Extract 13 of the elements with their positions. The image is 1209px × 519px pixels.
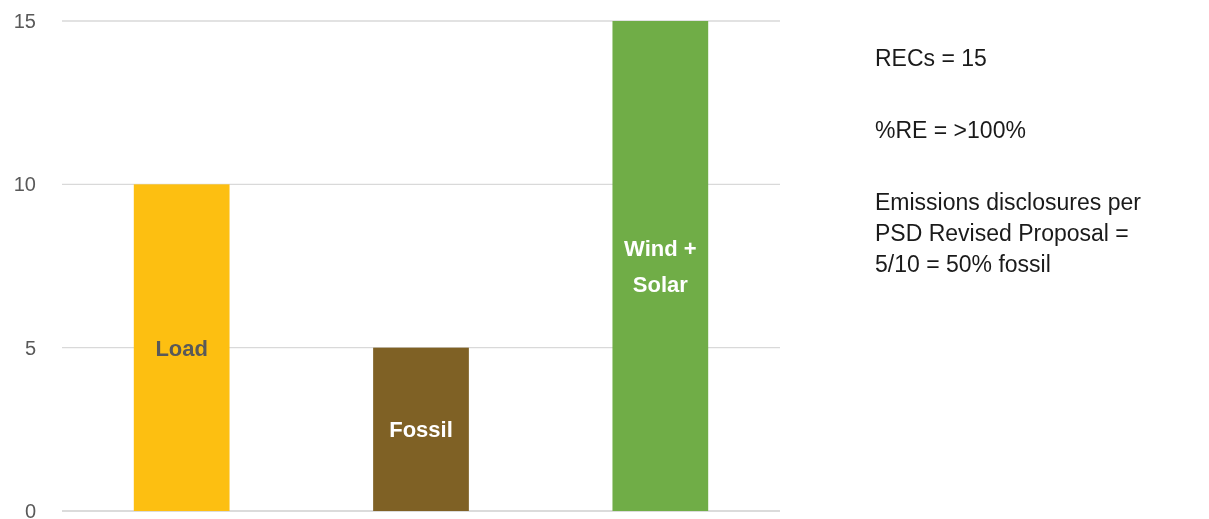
text: Emissions disclosures per PSD Revised Proposal = 5/10 = 50% fossil <box>875 189 1142 277</box>
x-tick-label: Fossil <box>389 417 453 443</box>
y-tick-label: 10 <box>13 173 36 196</box>
bar <box>373 347 469 511</box>
bar <box>133 184 230 511</box>
y-tick-label: 0 <box>24 500 36 519</box>
text: %RE = >100% <box>875 117 1026 143</box>
x-tick-label: Load <box>155 335 208 361</box>
y-tick-label: 15 <box>13 10 36 32</box>
y-tick-label: 5 <box>24 336 36 359</box>
x-tick-label: Wind + Solar <box>624 236 697 297</box>
bar <box>612 21 709 511</box>
text: RECs = 15 <box>875 45 987 71</box>
